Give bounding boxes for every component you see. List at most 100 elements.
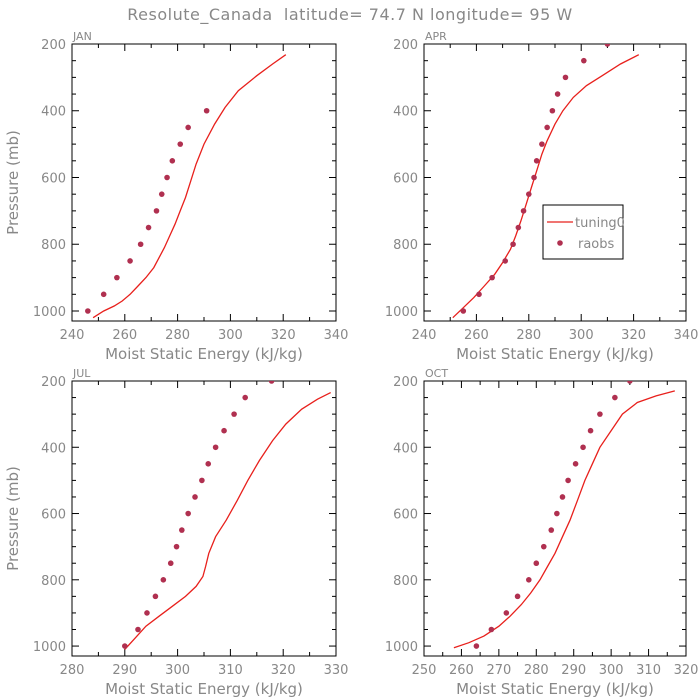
series-point-raobs — [153, 208, 160, 214]
series-point-raobs — [85, 308, 91, 314]
x-tick-label: 340 — [324, 328, 349, 343]
plot-frame — [71, 43, 337, 322]
y-tick-label: 400 — [393, 105, 418, 120]
x-tick-label: 340 — [674, 328, 699, 343]
series-point-raobs — [203, 107, 210, 114]
series-point-raobs — [526, 576, 532, 583]
legend-label-model: tuning0 — [575, 216, 625, 231]
series-point-raobs — [179, 527, 185, 533]
y-tick-label: 600 — [393, 508, 418, 523]
x-tick-label: 280 — [516, 328, 541, 343]
series-point-raobs — [268, 381, 275, 384]
x-axis-label: Moist Static Energy (kJ/kg) — [105, 680, 303, 698]
panel-title: JUL — [72, 367, 91, 380]
x-tick-label: 290 — [112, 663, 137, 678]
y-axis-label: Pressure (mb) — [4, 466, 22, 571]
plot-area — [85, 54, 287, 319]
x-tick-label: 250 — [412, 663, 437, 678]
series-point-raobs — [515, 224, 522, 231]
x-tick-label: 300 — [165, 663, 190, 678]
x-axis-label: Moist Static Energy (kJ/kg) — [456, 680, 654, 698]
series-point-raobs — [127, 258, 133, 264]
series-point-raobs — [559, 494, 566, 500]
x-tick-label: 320 — [271, 328, 296, 343]
series-point-raobs — [192, 494, 198, 500]
series-point-raobs — [502, 258, 509, 264]
panel-title: APR — [425, 30, 447, 43]
panel-jul: 280 290 300 310 320 330 200 400 600 800 1000 JUL Moi… — [4, 367, 348, 698]
series-point-raobs — [597, 411, 603, 417]
y-tick-label: 200 — [393, 38, 418, 53]
series-point-raobs — [554, 510, 560, 517]
y-tick-label: 400 — [41, 441, 66, 456]
panel-oct: 250 260 270 280 290 300 310 320 200 400 600 800 1000… — [385, 362, 699, 698]
y-tick-label: 400 — [41, 105, 66, 120]
series-point-raobs — [533, 560, 540, 567]
y-tick-label: 600 — [41, 508, 66, 523]
series-line-tuning0 — [453, 390, 675, 649]
series-point-raobs — [460, 308, 467, 314]
y-tick-label: 800 — [393, 574, 418, 589]
series-point-raobs — [520, 208, 527, 214]
series-point-raobs — [160, 576, 167, 583]
y-tick-label: 200 — [41, 375, 66, 390]
x-tick-label: 300 — [599, 663, 624, 678]
series-point-raobs — [526, 191, 532, 197]
series-point-raobs — [177, 141, 184, 147]
x-tick-label: 280 — [524, 663, 549, 678]
y-tick-label: 200 — [393, 375, 418, 390]
x-tick-label: 300 — [218, 328, 243, 343]
series-line-tuning0 — [92, 54, 287, 319]
series-point-raobs — [231, 411, 237, 417]
x-tick-label: 260 — [449, 663, 474, 678]
series-point-raobs — [562, 74, 569, 81]
plot-area — [453, 362, 675, 649]
legend-box — [542, 204, 624, 260]
x-tick-label: 240 — [412, 328, 437, 343]
x-tick-label: 320 — [271, 663, 296, 678]
y-tick-label: 600 — [393, 171, 418, 186]
panels: 240 260 280 300 320 340 200 400 600 800 1000 JAN Moi… — [4, 25, 699, 698]
y-tick-label: 800 — [41, 574, 66, 589]
series-point-raobs — [185, 510, 191, 517]
series-point-raobs — [548, 527, 555, 533]
series-point-raobs — [644, 25, 650, 31]
series-line-tuning0 — [124, 392, 331, 650]
y-tick-label: 400 — [393, 441, 418, 456]
series-point-raobs — [473, 643, 480, 649]
series-point-raobs — [565, 477, 571, 484]
series-point-raobs — [122, 643, 128, 649]
series-point-raobs — [199, 477, 205, 484]
x-tick-label: 280 — [165, 328, 190, 343]
legend-label-obs: raobs — [578, 237, 615, 252]
series-point-raobs — [540, 543, 547, 550]
x-axis-label: Moist Static Energy (kJ/kg) — [456, 345, 654, 363]
series-point-raobs — [604, 44, 611, 47]
x-tick-label: 300 — [569, 328, 594, 343]
series-point-raobs — [167, 560, 174, 567]
series-point-raobs — [572, 461, 579, 467]
series-point-raobs — [152, 593, 159, 600]
plot-frame — [71, 380, 337, 657]
series-point-raobs — [100, 291, 107, 298]
series-point-raobs — [137, 241, 144, 248]
x-tick-label: 320 — [674, 663, 699, 678]
series-point-raobs — [205, 461, 212, 467]
series-point-raobs — [581, 57, 587, 64]
series-point-raobs — [221, 427, 227, 434]
x-tick-label: 310 — [636, 663, 661, 678]
figure-title: Resolute_Canada latitude= 74.7 N longitu… — [127, 5, 572, 25]
series-point-raobs — [169, 158, 176, 164]
series-point-raobs — [476, 291, 482, 298]
y-tick-label: 1000 — [33, 305, 66, 320]
x-tick-label: 240 — [60, 328, 85, 343]
series-point-raobs — [488, 626, 495, 633]
series-point-raobs — [242, 394, 248, 401]
series-point-raobs — [657, 362, 663, 368]
plot-area — [452, 25, 650, 319]
x-axis-label: Moist Static Energy (kJ/kg) — [105, 345, 303, 363]
series-point-raobs — [173, 543, 180, 550]
series-point-raobs — [627, 381, 633, 384]
series-point-raobs — [554, 91, 561, 97]
plot-area — [122, 381, 331, 650]
